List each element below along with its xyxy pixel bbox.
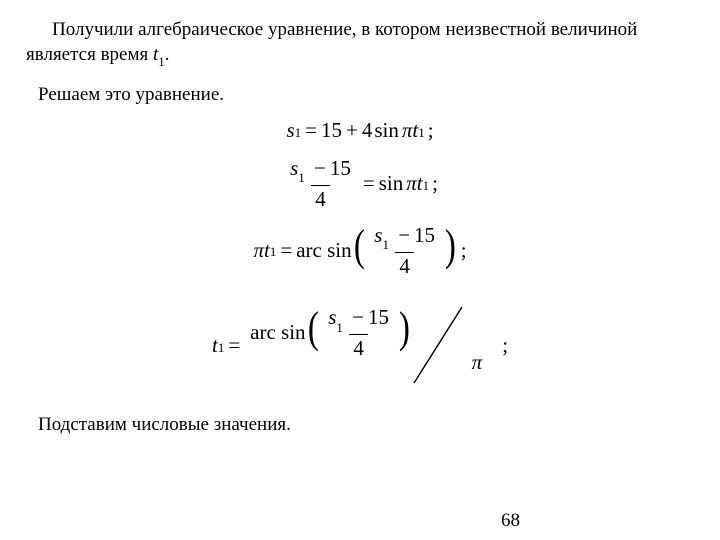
eq3-frac: s1 −15 4 <box>370 224 439 277</box>
eq4-denominator: π <box>472 350 483 375</box>
eq2-t-sub: 1 <box>423 178 430 194</box>
eq3-paren-group: ( s1 −15 4 ) <box>352 224 458 277</box>
eq1-s-sub: 1 <box>295 125 302 141</box>
eq3-semi: ; <box>458 238 467 263</box>
eq4-lparen: ( <box>307 306 318 359</box>
eq4-numerator: arc sin ( s1 −15 4 ) <box>250 306 412 359</box>
paragraph-intro: Получили алгебраическое уравнение, в кот… <box>26 18 694 69</box>
eq4-arcsin: arc sin <box>250 320 305 345</box>
eq3-t-sub: 1 <box>270 244 277 260</box>
equation-2: s1 −15 4 = sin πt1; <box>282 157 438 210</box>
eq1-sin: sin <box>372 118 399 143</box>
solve-text: Решаем это уравнение. <box>38 84 224 105</box>
eq2-minus: − <box>310 156 330 180</box>
eq2-den: 4 <box>311 185 330 210</box>
substitute-text: Подставим числовые значения. <box>38 414 291 435</box>
equation-4: t1 = arc sin ( s1 −15 4 <box>212 297 508 395</box>
eq1-plus: + <box>342 118 362 143</box>
paragraph-substitute: Подставим числовые значения. <box>38 413 694 438</box>
eq4-s-sub: 1 <box>336 320 343 335</box>
eq3-minus: − <box>394 223 414 247</box>
eq4-paren-group: ( s1 −15 4 ) <box>306 306 412 359</box>
equation-3: πt1 = arc sin ( s1 −15 4 ) ; <box>253 224 466 277</box>
page-number: 68 <box>501 510 520 532</box>
eq3-den: 4 <box>395 252 414 277</box>
eq4-t-sub: 1 <box>218 340 225 356</box>
eq3-arcsin: arc sin <box>296 238 351 263</box>
eq4-semi: ; <box>488 333 508 358</box>
eq1-4: 4 <box>362 118 373 143</box>
eq4-minus: − <box>348 305 368 329</box>
eq3-15: 15 <box>414 223 435 247</box>
equations-block: s1 = 15 + 4 sin πt1; s1 −15 4 = sin πt1;… <box>26 118 694 395</box>
equation-1: s1 = 15 + 4 sin πt1; <box>286 118 433 143</box>
slash-divider-icon <box>408 301 468 389</box>
eq4-frac: s1 −15 4 <box>324 306 393 359</box>
eq2-frac: s1 −15 4 <box>286 157 355 210</box>
eq3-s-sub: 1 <box>382 237 389 252</box>
eq2-sin: sin <box>379 171 404 196</box>
paragraph-solve: Решаем это уравнение. <box>38 83 694 108</box>
eq3-rparen: ) <box>445 224 456 277</box>
eq1-15: 15 <box>321 118 342 143</box>
eq3-equals: = <box>276 238 296 263</box>
eq3-lparen: ( <box>353 224 364 277</box>
eq1-semi: ; <box>425 118 434 143</box>
eq1-equals: = <box>301 118 321 143</box>
eq2-15: 15 <box>330 156 351 180</box>
intro-period: . <box>165 44 170 65</box>
eq4-rparen: ) <box>399 306 410 359</box>
eq4-pi: π <box>472 350 483 375</box>
eq2-semi: ; <box>429 171 438 196</box>
intro-var-t-sub: 1 <box>158 54 165 69</box>
eq2-pi: π <box>403 171 417 196</box>
eq4-slash-fraction: arc sin ( s1 −15 4 ) <box>244 297 488 395</box>
eq1-pi: π <box>399 118 413 143</box>
intro-text: Получили алгебраическое уравнение, в кот… <box>26 19 637 65</box>
eq3-pi: π <box>253 238 264 263</box>
eq4-equals: = <box>224 333 244 358</box>
eq2-s-sub: 1 <box>298 170 305 185</box>
eq1-t-sub: 1 <box>418 125 425 141</box>
eq1-s: s <box>286 118 294 143</box>
eq4-15: 15 <box>368 305 389 329</box>
eq2-equals: = <box>359 171 379 196</box>
eq4-den: 4 <box>349 334 368 359</box>
